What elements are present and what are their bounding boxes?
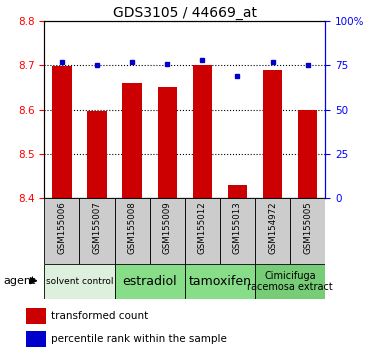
Bar (26, 308, 46, 324)
Text: agent: agent (3, 276, 36, 286)
Bar (298, 110, 317, 198)
Bar (44, 198, 79, 264)
Bar (87, 111, 107, 198)
Bar (290, 198, 325, 264)
Bar (115, 198, 150, 264)
Bar (220, 198, 255, 264)
Bar (157, 87, 177, 198)
Text: Cimicifuga
racemosa extract: Cimicifuga racemosa extract (247, 270, 333, 292)
Bar (255, 264, 325, 299)
Text: GSM155008: GSM155008 (127, 201, 137, 254)
Text: estradiol: estradiol (122, 275, 177, 288)
Title: GDS3105 / 44669_at: GDS3105 / 44669_at (113, 6, 257, 20)
Bar (79, 198, 115, 264)
Text: tamoxifen: tamoxifen (188, 275, 251, 288)
Bar (185, 198, 220, 264)
Bar (228, 185, 247, 198)
Text: transformed count: transformed count (51, 311, 149, 321)
Bar (26, 331, 46, 347)
Text: GSM154972: GSM154972 (268, 201, 277, 254)
Text: GSM155013: GSM155013 (233, 201, 242, 254)
Bar (193, 65, 212, 198)
Text: GSM155007: GSM155007 (92, 201, 102, 254)
Bar (255, 198, 290, 264)
Bar (263, 70, 282, 198)
Text: GSM155012: GSM155012 (198, 201, 207, 254)
Bar (122, 83, 142, 198)
Bar (150, 198, 185, 264)
Text: percentile rank within the sample: percentile rank within the sample (51, 334, 227, 344)
Text: GSM155005: GSM155005 (303, 201, 312, 254)
Bar (44, 264, 115, 299)
Text: solvent control: solvent control (46, 277, 113, 286)
Bar (52, 67, 72, 198)
Text: GSM155009: GSM155009 (163, 201, 172, 254)
Bar (185, 264, 255, 299)
Bar (115, 264, 185, 299)
Text: GSM155006: GSM155006 (57, 201, 66, 254)
